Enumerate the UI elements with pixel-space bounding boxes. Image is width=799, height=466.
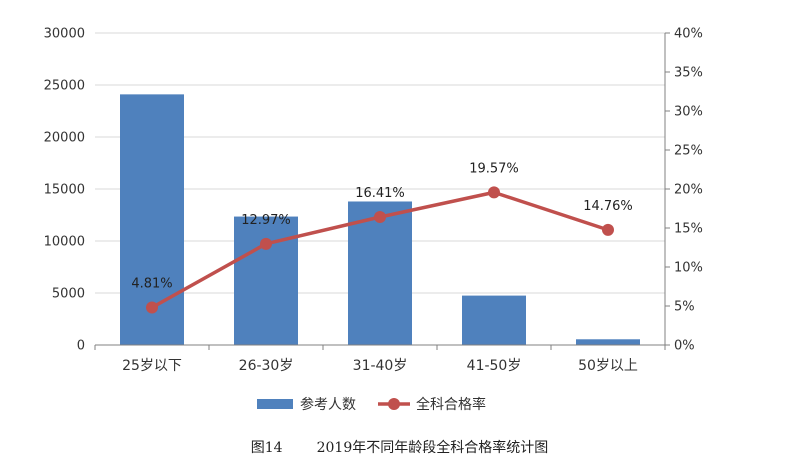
- x-tick-label: 25岁以下: [122, 358, 182, 374]
- y-right-tick-label: 40%: [674, 27, 703, 42]
- y-left-tick-label: 20000: [44, 131, 85, 146]
- legend: 参考人数 全科合格率: [257, 396, 486, 413]
- y-left-tick-label: 15000: [44, 183, 85, 198]
- point: [146, 301, 158, 314]
- legend-swatch-bars: [257, 399, 293, 409]
- y-right-tick-label: 30%: [674, 105, 703, 120]
- bar: [348, 201, 412, 345]
- y-left-tick-label: 0: [77, 339, 85, 354]
- figure-number: 图14: [250, 440, 283, 456]
- figure-title: 2019年不同年龄段全科合格率统计图: [316, 440, 549, 456]
- point: [488, 186, 500, 199]
- gridlines: [95, 32, 665, 294]
- point: [602, 223, 614, 236]
- legend-label-bars: 参考人数: [300, 396, 356, 413]
- y-left-tick-label: 10000: [44, 235, 85, 250]
- axes: 0 5000 10000 15000 20000 25000 30000 0% 5% 10% 15%…: [44, 27, 703, 375]
- data-label: 4.81%: [131, 276, 172, 291]
- line-series-pass-rate: 4.81% 12.97% 16.41% 19.57% 14.76%: [131, 161, 633, 314]
- legend-swatch-marker: [388, 398, 400, 410]
- y-right-tick-label: 5%: [674, 300, 695, 315]
- x-tick-label: 41-50岁: [467, 358, 522, 374]
- x-tick-label: 26-30岁: [239, 358, 294, 374]
- bar: [576, 339, 640, 345]
- bar: [462, 295, 526, 345]
- y-left-tick-label: 30000: [44, 27, 85, 42]
- x-tick-label: 31-40岁: [353, 358, 408, 374]
- legend-label-line: 全科合格率: [416, 396, 486, 413]
- data-label: 19.57%: [469, 161, 519, 176]
- bar: [234, 216, 298, 345]
- x-tick-label: 50岁以上: [578, 358, 638, 374]
- y-right-tick-label: 10%: [674, 261, 703, 276]
- y-right-tick-label: 35%: [674, 66, 703, 81]
- y-right-tick-label: 20%: [674, 183, 703, 198]
- y-right-tick-label: 25%: [674, 144, 703, 159]
- y-right-tick-label: 0%: [674, 339, 695, 354]
- y-left-tick-label: 25000: [44, 79, 85, 94]
- y-left-tick-label: 5000: [52, 287, 85, 302]
- combo-chart: 0 5000 10000 15000 20000 25000 30000 0% 5% 10% 15%…: [44, 27, 703, 414]
- y-right-tick-label: 15%: [674, 222, 703, 237]
- data-label: 14.76%: [583, 199, 633, 214]
- data-label: 16.41%: [355, 186, 405, 201]
- figure-caption: 图14 2019年不同年龄段全科合格率统计图: [0, 437, 799, 457]
- point: [374, 211, 386, 224]
- point: [260, 237, 272, 250]
- data-label: 12.97%: [241, 213, 291, 228]
